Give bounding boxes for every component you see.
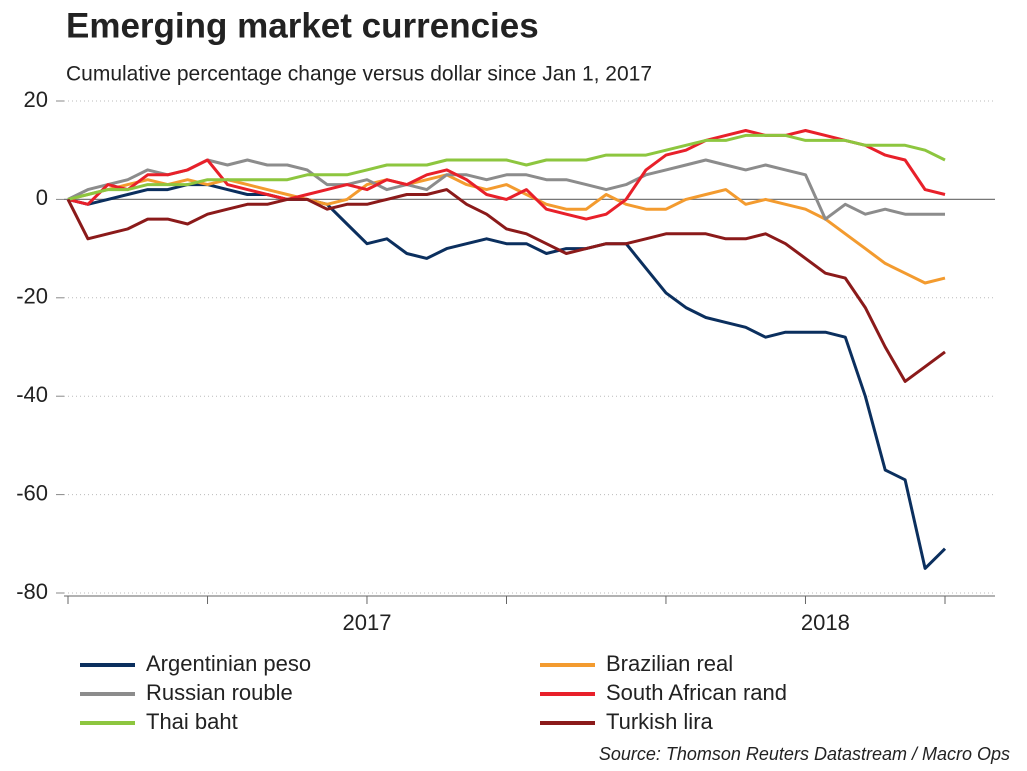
series-line <box>67 129 946 221</box>
y-tick-label: 0 <box>36 185 48 210</box>
series-line <box>67 158 945 221</box>
x-tick-label: 2018 <box>801 610 850 635</box>
y-tick-label: -20 <box>16 284 48 309</box>
legend-label: Russian rouble <box>146 680 293 705</box>
legend-label: Thai baht <box>146 709 238 734</box>
source-note: Source: Thomson Reuters Datastream / Mac… <box>599 744 1010 764</box>
y-tick-label: -60 <box>16 480 48 505</box>
legend-label: Argentinian peso <box>146 651 311 676</box>
legend-label: Turkish lira <box>606 709 714 734</box>
chart-title: Emerging market currencies <box>66 6 539 45</box>
y-tick-label: -80 <box>16 579 48 604</box>
series-line <box>67 173 946 285</box>
x-tick-label: 2017 <box>343 610 392 635</box>
legend-label: Brazilian real <box>606 651 733 676</box>
legend-label: South African rand <box>606 680 787 705</box>
y-tick-label: 20 <box>24 87 48 112</box>
series-line <box>66 188 946 383</box>
series-line <box>67 183 947 570</box>
series-line <box>67 133 946 201</box>
chart-subtitle: Cumulative percentage change versus doll… <box>66 63 652 86</box>
y-tick-label: -40 <box>16 382 48 407</box>
